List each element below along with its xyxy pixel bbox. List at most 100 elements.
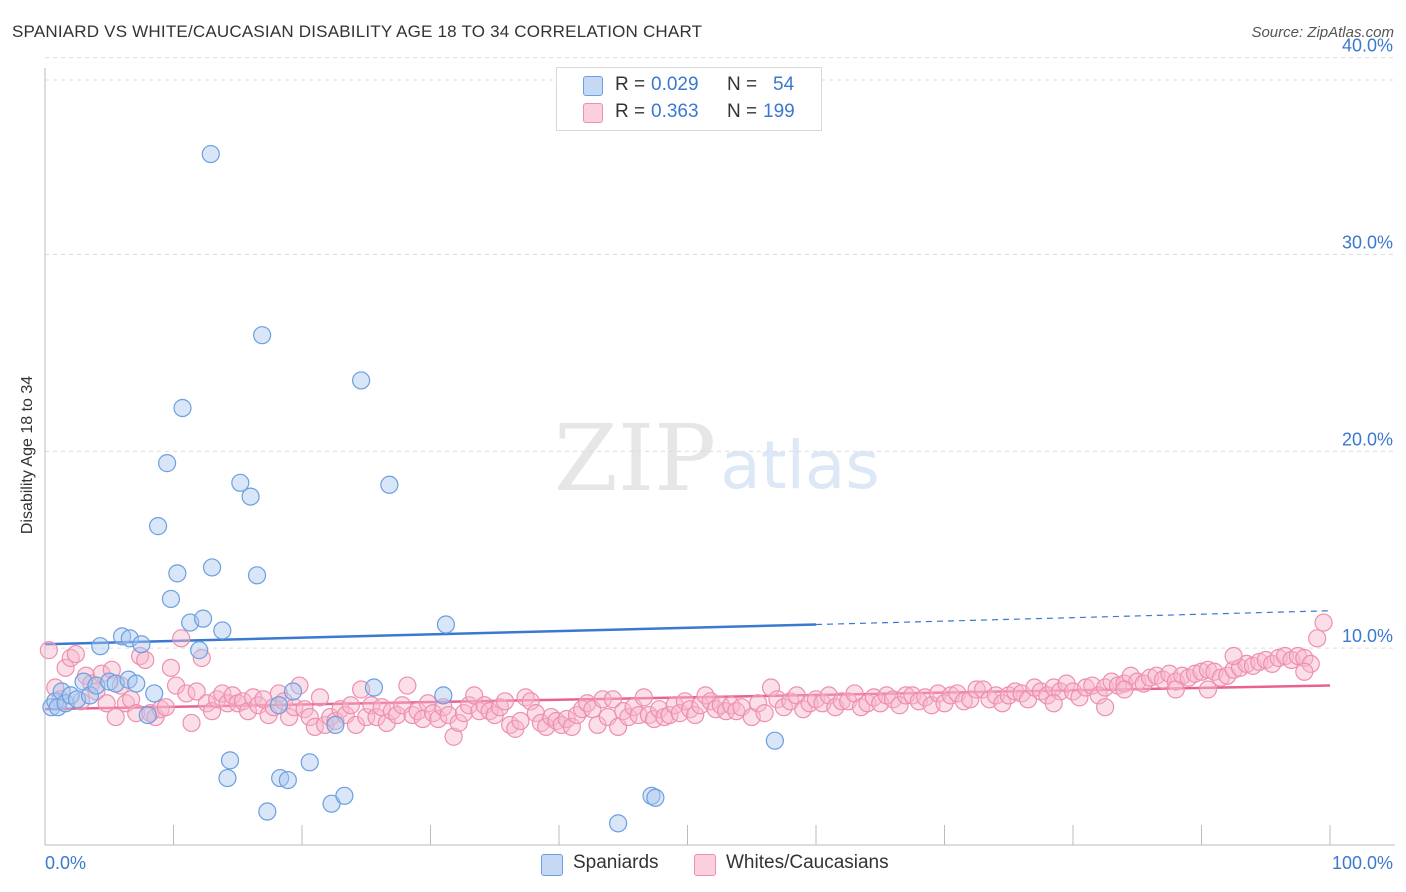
whites-point bbox=[696, 686, 715, 705]
spaniards-point bbox=[646, 788, 665, 807]
spaniards-point bbox=[326, 715, 345, 735]
spaniards-point bbox=[202, 558, 222, 577]
whites-point bbox=[172, 629, 191, 648]
spaniards-point bbox=[193, 609, 213, 628]
r-value: 0.363 bbox=[651, 101, 699, 122]
spaniards-point bbox=[364, 678, 384, 697]
whites-point bbox=[967, 680, 986, 699]
whites-point bbox=[537, 717, 556, 736]
whites-point bbox=[634, 688, 653, 707]
whites-point bbox=[423, 704, 443, 723]
whites-point bbox=[66, 644, 85, 664]
whites-point bbox=[1115, 680, 1134, 699]
whites-swatch bbox=[694, 854, 716, 876]
legend-label: Whites/Caucasians bbox=[726, 852, 889, 873]
spaniards-point bbox=[132, 635, 151, 654]
whites-point bbox=[1166, 680, 1185, 699]
spaniards-point bbox=[434, 686, 453, 705]
whites-point bbox=[1070, 688, 1089, 707]
whites-point bbox=[102, 660, 121, 679]
spaniards-point bbox=[335, 786, 354, 805]
spaniards-point bbox=[283, 682, 303, 701]
whites-point bbox=[1044, 694, 1063, 713]
spaniards-point bbox=[220, 751, 240, 770]
whites-point bbox=[300, 707, 319, 727]
whites-point bbox=[429, 709, 448, 729]
spaniards-point bbox=[161, 589, 181, 609]
spaniards-point bbox=[190, 641, 209, 660]
whites-point bbox=[56, 658, 75, 677]
whites-point bbox=[954, 692, 973, 711]
spaniards-point bbox=[52, 682, 71, 701]
watermark-zip: ZIP bbox=[554, 405, 716, 512]
whites-point bbox=[280, 707, 299, 727]
spaniards-point bbox=[241, 487, 260, 506]
whites-point bbox=[495, 692, 515, 711]
n-label: N = bbox=[727, 101, 758, 122]
whites-point bbox=[490, 698, 509, 717]
whites-point bbox=[444, 727, 463, 746]
whites-point bbox=[1198, 680, 1218, 699]
legend-label: Spaniards bbox=[573, 852, 659, 873]
whites-point bbox=[341, 696, 360, 715]
whites-point bbox=[398, 676, 417, 695]
spaniards-point bbox=[173, 398, 192, 418]
whites-point bbox=[562, 717, 581, 736]
r-value: 0.029 bbox=[651, 74, 699, 95]
whites-point bbox=[1295, 662, 1314, 681]
spaniards-trend-extension bbox=[815, 610, 1331, 626]
whites-point bbox=[202, 702, 222, 721]
n-value: 54 bbox=[773, 74, 795, 95]
whites-point bbox=[39, 641, 58, 660]
spaniards-point bbox=[765, 731, 784, 750]
spaniards-point bbox=[148, 517, 168, 536]
spaniards-swatch bbox=[541, 854, 563, 876]
whites-point bbox=[686, 705, 705, 725]
correlation-legend: R = 0.029 N = 54 R = 0.363 N = 199 bbox=[556, 67, 822, 131]
whites-point bbox=[603, 690, 623, 709]
whites-point bbox=[1096, 698, 1115, 717]
r-label: R = bbox=[615, 101, 646, 122]
whites-point bbox=[1314, 613, 1333, 632]
whites-point bbox=[156, 698, 175, 717]
spaniards-point bbox=[247, 566, 267, 585]
whites-point bbox=[459, 696, 479, 715]
spaniards-point bbox=[91, 637, 110, 656]
spaniards-swatch bbox=[583, 76, 603, 96]
spaniards-point bbox=[609, 814, 628, 833]
spaniards-point bbox=[127, 674, 146, 693]
spaniards-point bbox=[145, 684, 164, 703]
whites-point bbox=[961, 690, 980, 709]
spaniards-point bbox=[120, 629, 139, 648]
whites-swatch bbox=[583, 103, 603, 123]
whites-point bbox=[1192, 662, 1211, 681]
whites-point bbox=[357, 707, 376, 727]
whites-point bbox=[310, 688, 330, 707]
x-tick-label: 0.0% bbox=[45, 853, 86, 873]
spaniards-trend-line bbox=[44, 623, 817, 646]
whites-point bbox=[182, 713, 201, 733]
whites-point bbox=[127, 704, 146, 723]
spaniards-point bbox=[352, 371, 371, 390]
whites-point bbox=[511, 711, 530, 731]
whites-point bbox=[521, 692, 540, 711]
n-label: N = bbox=[727, 74, 758, 95]
spaniards-point bbox=[213, 621, 232, 640]
y-tick-label: 20.0% bbox=[1342, 429, 1393, 449]
spaniards-point bbox=[201, 144, 220, 164]
whites-point bbox=[761, 678, 781, 697]
spaniards-point bbox=[80, 686, 100, 705]
spaniards-point bbox=[218, 768, 237, 788]
spaniards-point bbox=[253, 326, 272, 345]
whites-point bbox=[387, 705, 407, 725]
whites-point bbox=[238, 702, 258, 721]
whites-point bbox=[136, 650, 155, 670]
spaniards-point bbox=[269, 696, 288, 715]
whites-point bbox=[97, 694, 116, 713]
spaniards-point bbox=[100, 672, 119, 691]
spaniards-point bbox=[436, 615, 456, 634]
whites-point bbox=[326, 711, 345, 731]
x-tick-label: 100.0% bbox=[1332, 853, 1393, 873]
spaniards-point bbox=[231, 473, 250, 492]
